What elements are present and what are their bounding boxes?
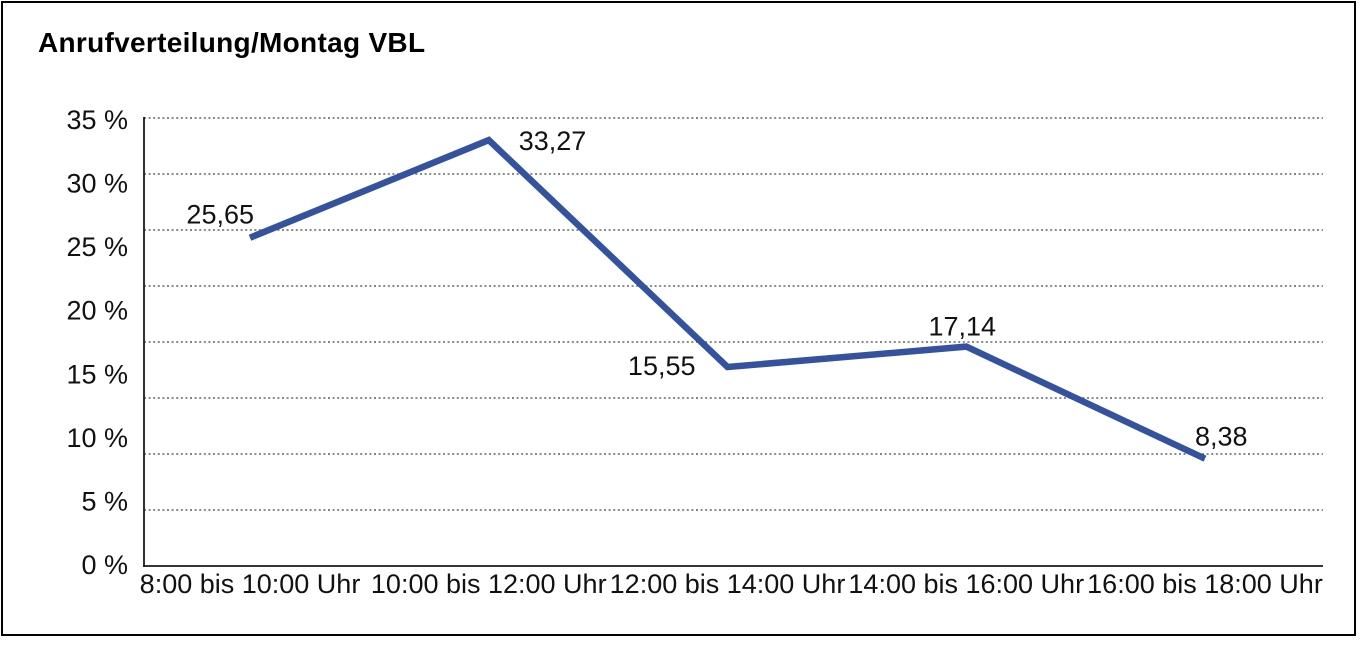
value-label: 33,27 xyxy=(519,126,587,156)
y-axis-tick-label: 35 % xyxy=(66,105,128,135)
y-axis-tick-label: 25 % xyxy=(66,232,128,262)
value-label: 17,14 xyxy=(928,312,996,342)
x-axis-label: 14:00 bis 16:00 Uhr xyxy=(848,569,1084,599)
y-axis-tick-label: 0 % xyxy=(81,550,128,580)
y-axis-tick-label: 5 % xyxy=(81,486,128,516)
x-axis-label: 12:00 bis 14:00 Uhr xyxy=(610,569,846,599)
value-label: 25,65 xyxy=(186,200,254,230)
chart-title: Anrufverteilung/Montag VBL xyxy=(38,27,426,58)
x-axis-label: 8:00 bis 10:00 Uhr xyxy=(140,569,361,599)
x-axis-label: 10:00 bis 12:00 Uhr xyxy=(371,569,607,599)
y-axis-tick-label: 10 % xyxy=(66,423,128,453)
value-label: 15,55 xyxy=(628,351,696,381)
x-axis-label: 16:00 bis 18:00 Uhr xyxy=(1087,569,1323,599)
data-line xyxy=(248,136,1207,462)
value-label: 8,38 xyxy=(1195,422,1248,452)
y-axis-tick-label: 20 % xyxy=(66,296,128,326)
y-axis-tick-label: 30 % xyxy=(66,169,128,199)
y-axis-tick-label: 15 % xyxy=(66,359,128,389)
